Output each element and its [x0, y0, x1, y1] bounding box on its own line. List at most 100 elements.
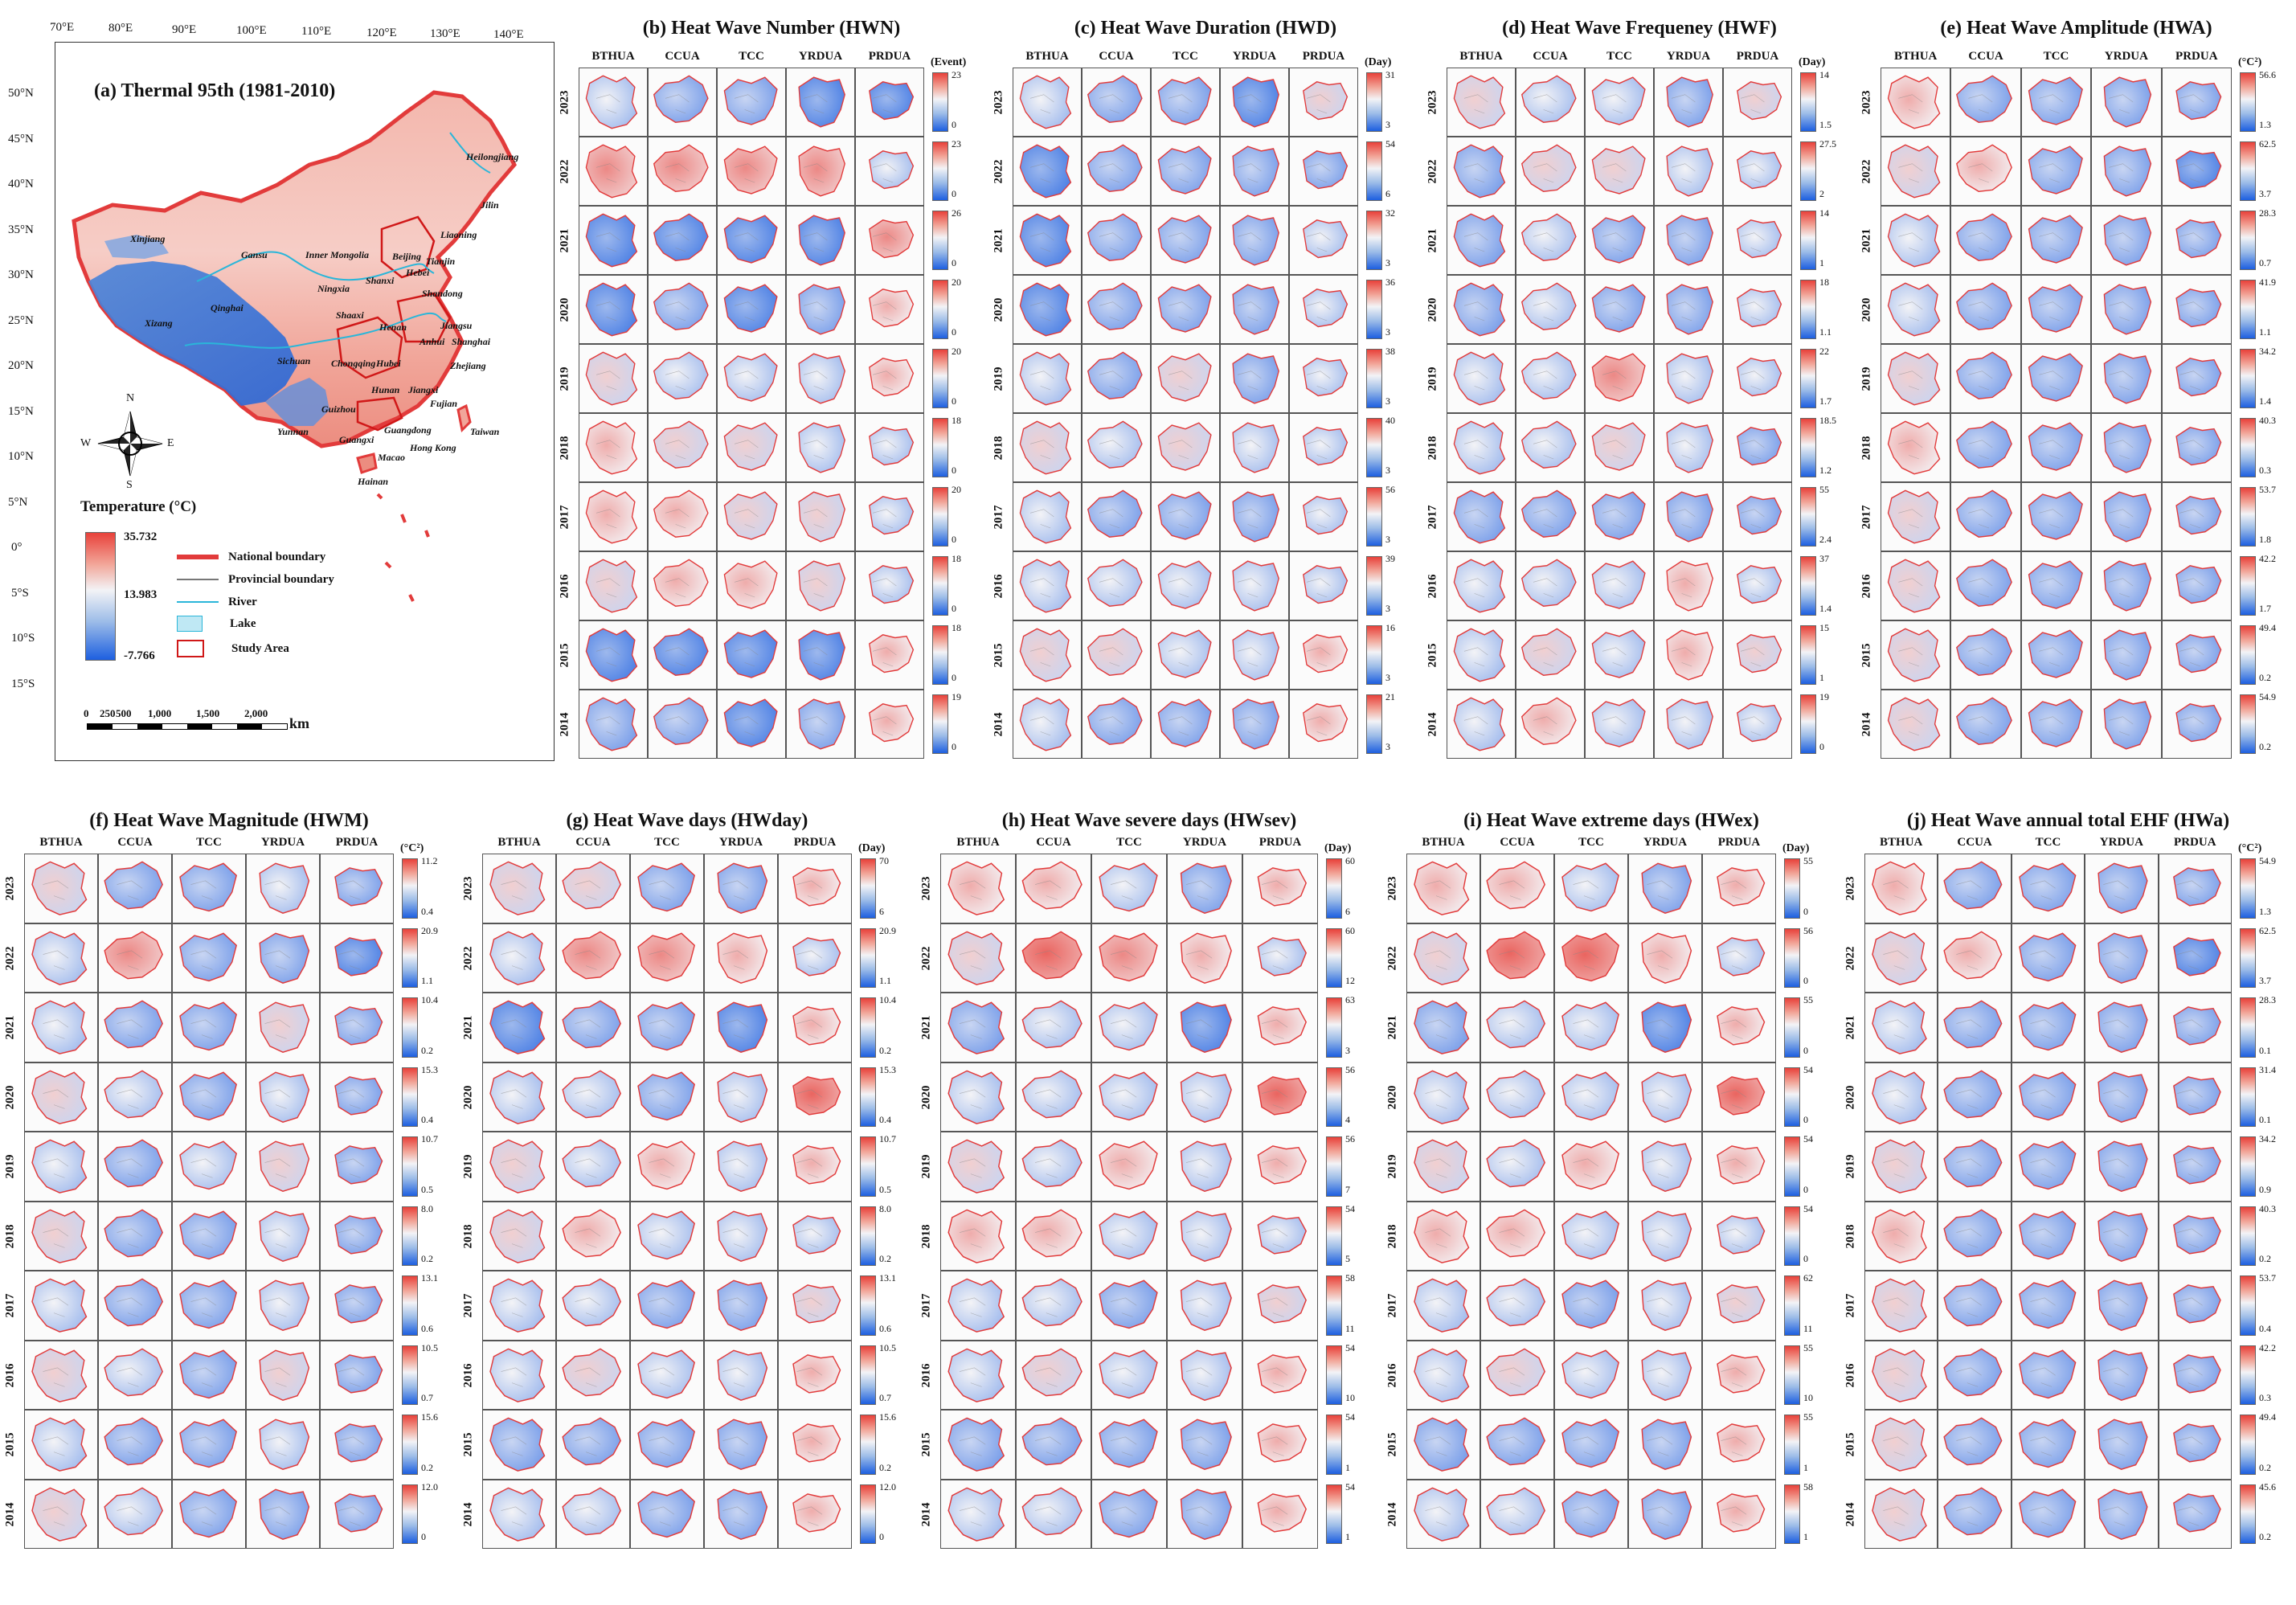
region-shape [717, 1071, 768, 1123]
year-colorbar [2240, 1067, 2256, 1127]
map-cell [98, 1062, 172, 1132]
city-header: TCC [739, 50, 764, 63]
region-shape [947, 1070, 1005, 1124]
region-shape [798, 491, 845, 543]
map-cell [98, 1340, 172, 1410]
region-shape [259, 1488, 310, 1540]
year-label: 2015 [3, 1432, 17, 1457]
region-shape [1019, 144, 1072, 199]
map-cell [1091, 1201, 1167, 1271]
region-shape [947, 1487, 1005, 1542]
region-shape [585, 420, 638, 475]
map-cell [1516, 620, 1585, 690]
region-shape [1641, 1071, 1692, 1123]
map-cell [556, 1271, 630, 1341]
region-shape [1087, 213, 1143, 261]
colorbar-max: 10.5 [421, 1341, 438, 1353]
region-shape [1257, 1353, 1308, 1394]
map-cell [1938, 854, 2012, 923]
year-label: 2020 [1860, 297, 1873, 322]
city-header: YRDUA [1666, 50, 1711, 63]
longitude-label: 110°E [301, 25, 332, 39]
map-cell [717, 690, 786, 759]
region-shape [1486, 1417, 1546, 1466]
region-shape [179, 1210, 238, 1259]
region-shape [1666, 491, 1713, 543]
region-shape [637, 1140, 696, 1190]
city-header: TCC [196, 836, 222, 849]
region-shape [2103, 629, 2152, 681]
region-shape [104, 1487, 164, 1535]
region-shape [1303, 703, 1349, 743]
region-shape [1021, 1278, 1083, 1327]
region-shape [1414, 1278, 1470, 1333]
map-cell [2091, 551, 2162, 620]
map-cell [630, 1271, 704, 1341]
region-shape [1561, 862, 1620, 912]
region-shape [1303, 496, 1349, 535]
map-cell [2158, 923, 2232, 993]
region-shape [869, 496, 915, 535]
map-cell [648, 551, 717, 620]
region-shape [947, 931, 1005, 985]
region-shape [1943, 1139, 2003, 1188]
panel-h: (h) Heat Wave severe days (HWsev) (Day) BT… [916, 804, 1382, 1599]
map-cell [1091, 1479, 1167, 1549]
region-shape [723, 353, 778, 402]
colorbar-min: 0.9 [2259, 1183, 2271, 1195]
region-shape [2172, 1284, 2221, 1324]
colorbar-max: 54 [1803, 1063, 1813, 1075]
map-cell [1864, 854, 1938, 923]
region-shape [1453, 351, 1506, 406]
region-label: Macao [378, 452, 405, 463]
year-colorbar [2240, 556, 2256, 616]
map-cell [940, 1479, 1016, 1549]
region-shape [1943, 1348, 2003, 1396]
year-label: 2014 [1385, 1502, 1399, 1527]
region-shape [1641, 1488, 1692, 1540]
region-shape [1232, 353, 1279, 404]
map-cell [98, 1410, 172, 1480]
year-label: 2017 [992, 505, 1005, 530]
region-shape [637, 1349, 696, 1398]
year-label: 2023 [3, 876, 17, 901]
colorbar-max: 18 [952, 415, 961, 426]
region-shape [489, 1070, 546, 1124]
map-cell [1406, 854, 1480, 923]
map-cell [482, 1201, 556, 1271]
panel-f: (f) Heat Wave Magnitude (HWM) (°C²) BTHUA C… [0, 804, 458, 1599]
map-cell [630, 1479, 704, 1549]
region-shape [259, 1071, 310, 1123]
colorbar-max: 60 [1345, 924, 1355, 936]
region-shape [489, 1487, 546, 1542]
cold-southwest-region [265, 378, 329, 426]
region-shape [1414, 1487, 1470, 1542]
map-cell [1242, 1201, 1318, 1271]
city-header: TCC [1606, 50, 1632, 63]
taiwan-island [456, 403, 472, 433]
map-cell [482, 854, 556, 923]
colorbar-max: 56 [1345, 1133, 1355, 1144]
colorbar-min: 1.1 [421, 975, 433, 986]
latitude-label: 40°N [8, 178, 34, 190]
region-shape [1591, 491, 1646, 540]
region-label: Shandong [422, 288, 463, 299]
region-label: Guangdong [384, 424, 432, 436]
year-label: 2015 [1426, 643, 1439, 668]
map-cell [2161, 551, 2232, 620]
region-shape [334, 1492, 383, 1533]
map-cell [320, 993, 394, 1062]
colorbar-max: 14 [1819, 69, 1829, 80]
region-shape [1021, 1348, 1083, 1396]
year-colorbar [1366, 694, 1382, 754]
longitude-label: 90°E [172, 23, 197, 36]
colorbar-max: 60 [1345, 855, 1355, 866]
region-label: Shanxi [366, 275, 395, 286]
colorbar-min: 0 [1803, 1114, 1808, 1125]
map-cell [579, 413, 648, 482]
year-colorbar [2240, 349, 2256, 408]
map-cell [1864, 1201, 1938, 1271]
map-cell [1950, 413, 2021, 482]
year-label: 2019 [558, 366, 571, 391]
region-label: Jiangxi [408, 384, 439, 395]
